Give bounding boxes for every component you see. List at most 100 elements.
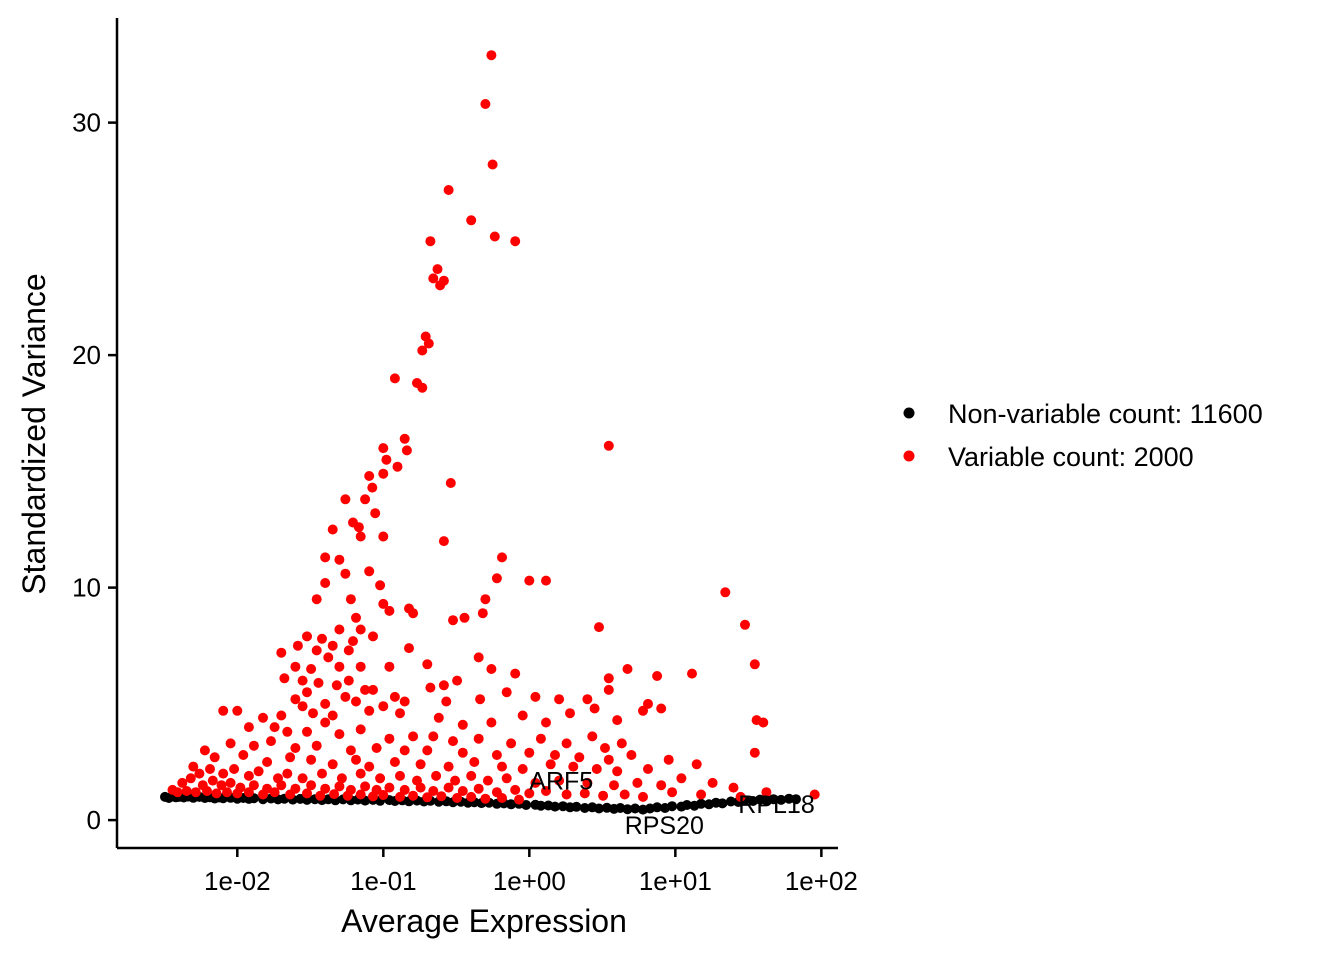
- point-variable-65: [327, 640, 338, 651]
- gene-label-rpl18: RPL18: [738, 791, 814, 819]
- point-variable-78: [384, 661, 395, 672]
- point-variable-17: [417, 382, 428, 393]
- point-non-variable-75: [667, 801, 678, 812]
- point-variable-129: [565, 708, 575, 719]
- point-variable-141: [355, 724, 366, 735]
- point-variable-115: [258, 712, 268, 723]
- point-variable-62: [594, 622, 604, 633]
- point-variable-280: [408, 790, 419, 801]
- point-variable-19: [603, 440, 614, 451]
- point-variable-100: [320, 698, 331, 709]
- point-variable-208: [431, 770, 442, 781]
- point-variable-243: [428, 786, 439, 796]
- point-variable-157: [311, 740, 322, 751]
- point-variable-277: [368, 791, 378, 802]
- point-variable-282: [436, 791, 447, 802]
- point-variable-80: [473, 652, 484, 663]
- point-variable-232: [276, 780, 287, 791]
- point-variable-72: [323, 652, 334, 663]
- legend-label-non-variable: Non-variable count: 11600: [948, 399, 1263, 429]
- point-non-variable-92: [791, 794, 801, 805]
- point-variable-76: [334, 661, 345, 672]
- point-variable-216: [609, 780, 619, 791]
- point-variable-143: [408, 731, 419, 742]
- point-variable-185: [517, 764, 528, 774]
- point-variable-169: [663, 754, 674, 765]
- point-non-variable-63: [579, 803, 590, 813]
- point-variable-136: [243, 722, 254, 733]
- point-variable-63: [302, 631, 312, 642]
- point-variable-133: [656, 703, 667, 714]
- point-variable-194: [205, 764, 215, 774]
- point-variable-48: [345, 594, 356, 605]
- point-variable-30: [340, 494, 351, 505]
- point-variable-279: [395, 791, 405, 802]
- point-variable-28: [360, 494, 371, 505]
- point-variable-0: [486, 50, 497, 61]
- point-variable-145: [448, 736, 458, 747]
- point-variable-255: [638, 791, 648, 802]
- point-variable-161: [422, 745, 433, 756]
- point-variable-97: [687, 668, 697, 679]
- point-variable-163: [491, 750, 502, 760]
- point-variable-261: [172, 787, 183, 798]
- point-non-variable-70: [630, 803, 641, 814]
- point-variable-13: [423, 338, 434, 349]
- point-variable-211: [482, 775, 493, 786]
- point-variable-75: [306, 664, 317, 674]
- point-variable-171: [199, 745, 210, 756]
- point-variable-11: [435, 280, 446, 291]
- point-non-variable-55: [521, 800, 532, 810]
- x-axis-title: Average Expression: [341, 903, 627, 939]
- point-variable-263: [190, 787, 201, 798]
- point-variable-202: [317, 768, 327, 779]
- point-variable-153: [225, 738, 236, 749]
- point-variable-90: [368, 684, 378, 695]
- point-variable-226: [207, 775, 218, 786]
- point-variable-267: [232, 788, 243, 799]
- point-variable-36: [438, 536, 449, 547]
- point-variable-219: [676, 773, 687, 784]
- point-variable-66: [348, 636, 358, 647]
- point-variable-227: [216, 780, 227, 791]
- y-tick-label-0: 0: [87, 805, 101, 835]
- point-variable-224: [185, 773, 196, 784]
- point-variable-152: [616, 738, 627, 749]
- point-variable-205: [375, 773, 386, 784]
- point-variable-88: [343, 675, 354, 686]
- point-variable-135: [758, 717, 769, 728]
- point-variable-283: [452, 793, 463, 803]
- point-variable-110: [582, 694, 593, 705]
- point-variable-173: [238, 750, 249, 760]
- point-variable-4: [466, 215, 477, 226]
- point-variable-204: [355, 768, 366, 779]
- point-variable-2: [487, 159, 498, 170]
- point-variable-74: [290, 661, 301, 672]
- point-variable-178: [351, 754, 361, 765]
- point-variable-1: [480, 99, 491, 109]
- point-variable-142: [384, 733, 395, 744]
- point-variable-264: [202, 786, 212, 796]
- point-variable-241: [399, 784, 410, 795]
- point-variable-5: [489, 231, 500, 242]
- point-variable-82: [749, 659, 760, 670]
- point-variable-46: [375, 580, 386, 591]
- point-variable-198: [253, 766, 264, 777]
- point-variable-186: [545, 759, 556, 770]
- point-variable-85: [297, 675, 308, 686]
- point-variable-109: [554, 694, 565, 705]
- point-variable-218: [656, 780, 667, 791]
- point-variable-271: [285, 789, 296, 800]
- ticks-layer: 1e-02 1e-01 1e+00 1e+01 1e+02 0 10 20 30: [72, 108, 858, 896]
- point-variable-68: [404, 643, 414, 654]
- point-variable-254: [619, 789, 630, 800]
- point-variable-105: [441, 696, 452, 707]
- point-variable-174: [262, 757, 273, 767]
- x-tick-label-2: 1e+00: [493, 866, 566, 896]
- point-variable-89: [360, 684, 371, 695]
- point-variable-102: [351, 696, 361, 707]
- point-variable-183: [469, 757, 480, 767]
- point-variable-44: [541, 575, 551, 586]
- point-variable-3: [443, 185, 454, 195]
